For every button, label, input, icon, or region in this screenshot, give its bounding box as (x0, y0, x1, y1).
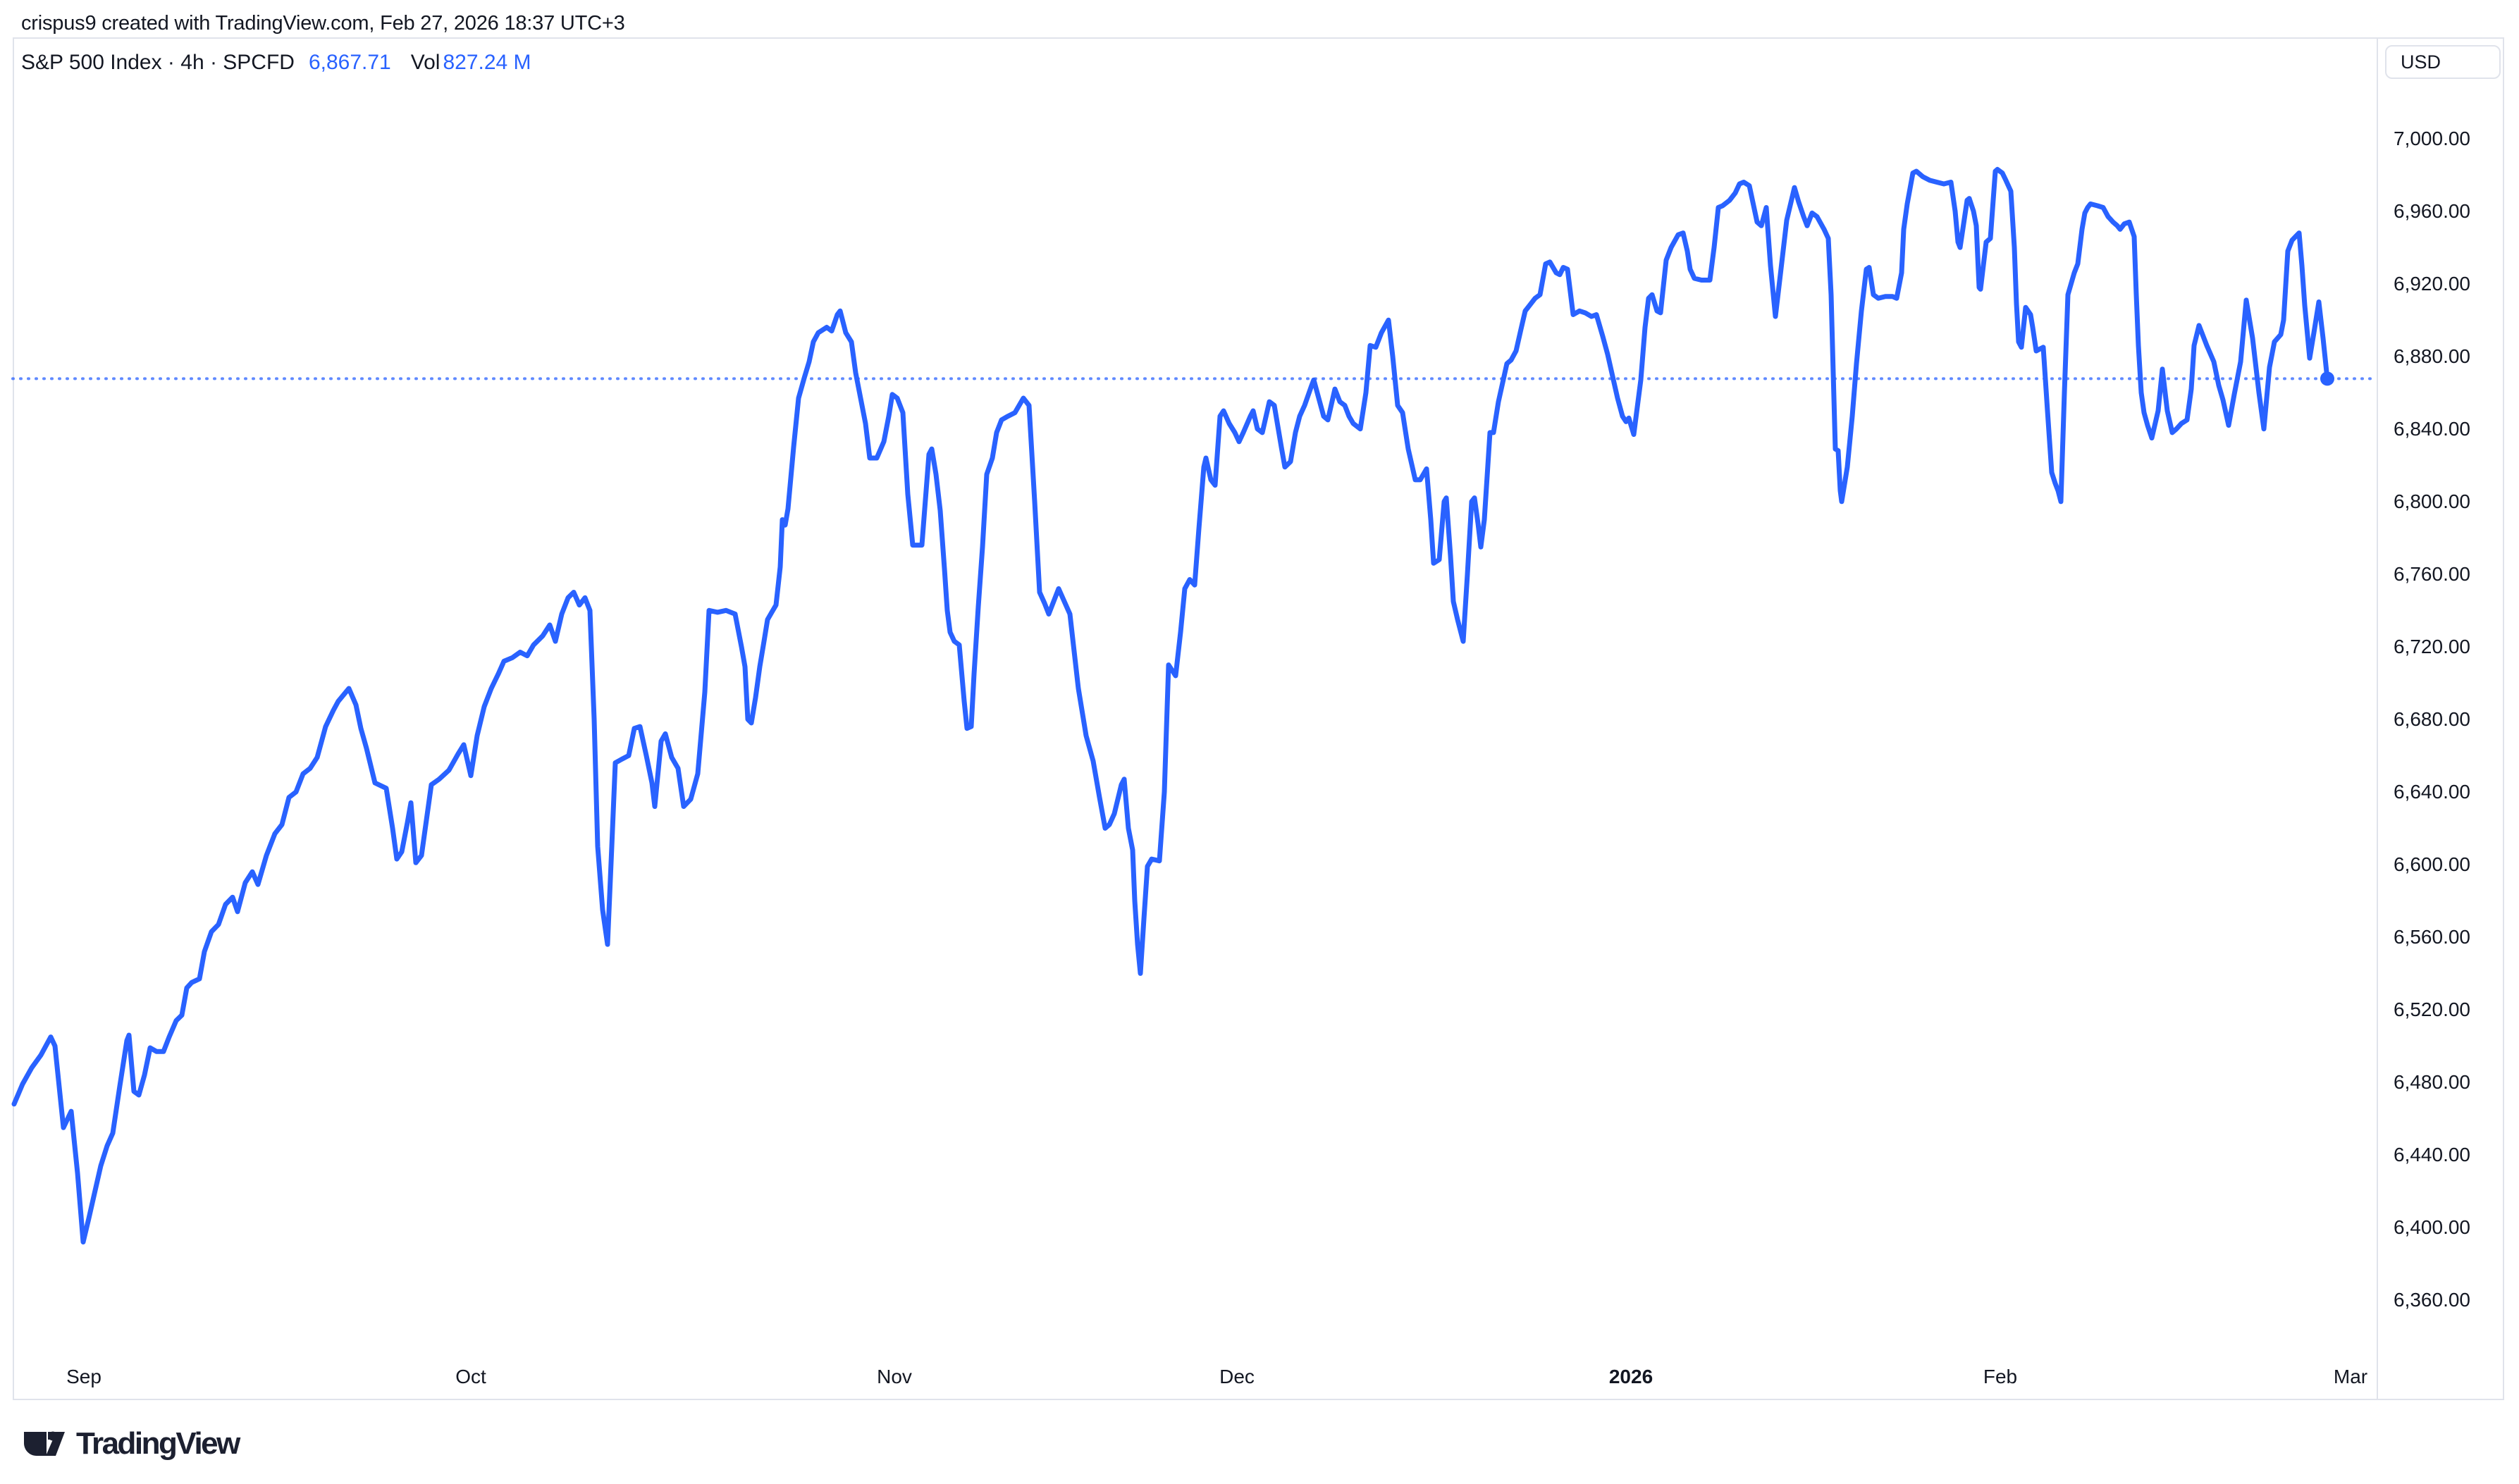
volume-value: 827.24 M (443, 51, 531, 74)
price-axis-label: 6,920.00 (2394, 272, 2470, 295)
last-price-value: 6,867.71 (308, 51, 391, 74)
time-axis-label-sep: Sep (66, 1366, 101, 1387)
currency-toggle-button[interactable]: USD (2385, 45, 2501, 79)
price-axis-label: 6,840.00 (2394, 417, 2470, 440)
chart-legend: S&P 500 Index · 4h · SPCFD 6,867.71 Vol 827… (21, 51, 531, 75)
price-axis-label: 6,720.00 (2394, 635, 2470, 657)
time-axis-label-feb: Feb (1983, 1366, 2018, 1387)
price-line-series (11, 166, 2330, 1245)
symbol-title: S&P 500 Index · 4h · SPCFD (21, 51, 295, 74)
chart-frame-left (13, 37, 14, 1400)
price-axis-label: 6,440.00 (2394, 1143, 2470, 1165)
price-axis-label: 6,960.00 (2394, 199, 2470, 222)
attribution-text: crispus9 created with TradingView.com, F… (21, 12, 625, 35)
tradingview-logo[interactable]: TradingView (23, 1426, 240, 1461)
price-axis-label: 6,400.00 (2394, 1216, 2470, 1238)
price-axis-label: 6,800.00 (2394, 490, 2470, 512)
price-axis-label: 6,640.00 (2394, 780, 2470, 803)
time-axis-label-nov: Nov (877, 1366, 912, 1387)
tradingview-logo-text: TradingView (76, 1426, 240, 1461)
price-axis-label: 6,480.00 (2394, 1070, 2470, 1093)
price-axis-label: 6,760.00 (2394, 562, 2470, 585)
price-axis-label: 6,880.00 (2394, 345, 2470, 367)
time-axis-label-oct: Oct (455, 1366, 486, 1387)
price-axis-label: 6,560.00 (2394, 925, 2470, 948)
time-axis-label-2026: 2026 (1608, 1366, 1653, 1387)
price-axis-label: 6,360.00 (2394, 1289, 2470, 1311)
price-axis-label: 6,600.00 (2394, 853, 2470, 875)
chart-frame-bottom (13, 1399, 2504, 1400)
chart-frame-top (13, 37, 2504, 39)
chart-frame-right (2503, 37, 2504, 1400)
currency-toggle-label: USD (2401, 51, 2441, 73)
time-axis-label-mar: Mar (2333, 1366, 2368, 1387)
price-axis-label: 6,520.00 (2394, 998, 2470, 1020)
tradingview-logo-icon (24, 1431, 65, 1456)
volume-label: Vol (410, 51, 441, 74)
price-axis-label: 6,680.00 (2394, 707, 2470, 730)
price-scale-separator (2377, 37, 2378, 1400)
last-price-dot (2320, 371, 2334, 386)
price-axis-label: 7,000.00 (2394, 127, 2470, 149)
time-axis-label-dec: Dec (1219, 1366, 1255, 1387)
